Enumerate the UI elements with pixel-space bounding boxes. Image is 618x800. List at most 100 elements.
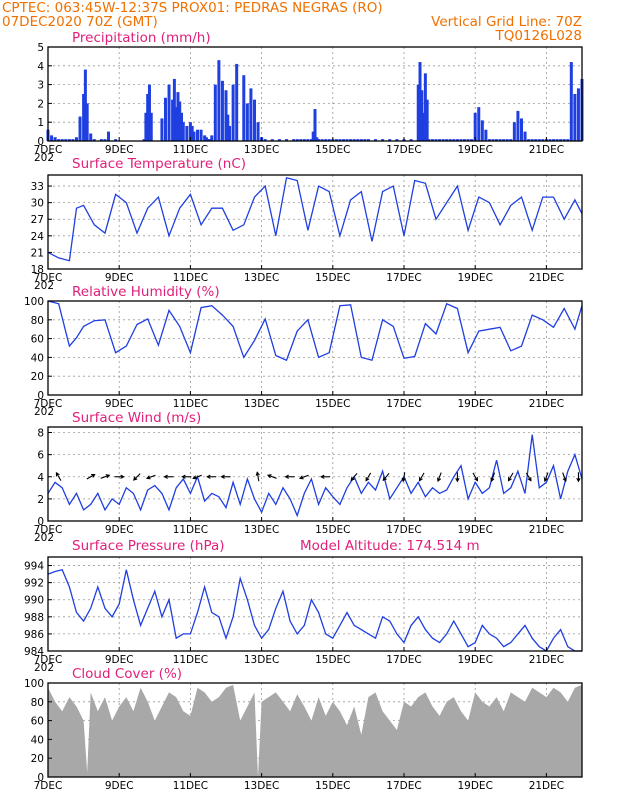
x-tick-label: 9DEC [105, 144, 134, 156]
y-tick-label: 21 [31, 247, 44, 259]
x-tick-label: 15DEC [315, 272, 350, 284]
precip-bar [306, 139, 310, 141]
precip-bar [427, 139, 431, 141]
precip-bar [149, 112, 153, 141]
precip-bar [573, 94, 577, 141]
precip-bar [349, 139, 353, 141]
precip-bar [534, 139, 538, 141]
precip-bar [163, 97, 167, 141]
x-tick-label: 15DEC [315, 654, 350, 666]
header-location: CPTEC: 063:45W-12:37S PROX01: PEDRAS NEG… [2, 0, 383, 16]
precip-bar [576, 88, 580, 141]
precip-bar [388, 139, 392, 141]
precip-bar [242, 75, 246, 141]
precip-bar [85, 103, 89, 141]
y-tick-label: 988 [24, 612, 44, 624]
x-year-stub: 202 [34, 152, 54, 164]
wind-arrow-shaft [402, 472, 406, 482]
precip-bar [409, 139, 413, 141]
wind-arrow [181, 474, 192, 479]
wind-arrow-shaft [267, 474, 277, 479]
wind-arrow-head [490, 477, 495, 483]
precip-bar [466, 139, 470, 141]
wind-arrow [163, 474, 174, 479]
precip-bar [512, 122, 516, 141]
precip-bar [208, 139, 212, 141]
y-tick-label: 80 [31, 697, 44, 709]
y-tick-label: 24 [31, 231, 45, 243]
x-tick-label: 11DEC [173, 144, 208, 156]
precip-bar [438, 139, 442, 141]
panel-title: Surface Temperature (nC) [72, 156, 246, 172]
y-tick-label: 994 [24, 561, 44, 573]
wind-arrow-head [350, 476, 355, 482]
precip-bar [64, 139, 68, 141]
panel-title: Cloud Cover (%) [72, 666, 182, 682]
x-tick-label: 17DEC [386, 524, 421, 536]
x-tick-label: 9DEC [105, 780, 134, 792]
precip-bar [317, 139, 321, 141]
wind-arrow-shaft [256, 472, 260, 482]
y-tick-label: 100 [24, 296, 44, 308]
x-year-stub: 202 [34, 280, 54, 292]
y-tick-label: 3 [37, 80, 44, 92]
y-tick-label: 5 [37, 42, 44, 54]
precip-bar [74, 137, 78, 141]
y-tick-label: 8 [37, 428, 44, 440]
precip-bar [231, 84, 235, 141]
temperature-line [47, 177, 583, 262]
precip-bar [420, 90, 424, 141]
precip-bar [498, 139, 502, 141]
precip-bar [519, 118, 523, 141]
y-tick-label: 0 [37, 516, 44, 528]
precip-bar [180, 112, 183, 141]
precip-bar [60, 139, 64, 141]
precip-bar [228, 125, 232, 141]
x-tick-label: 21DEC [529, 780, 564, 792]
x-tick-label: 9DEC [105, 524, 134, 536]
precip-bar [425, 99, 429, 141]
precip-bar [220, 80, 224, 141]
x-tick-label: 21DEC [529, 144, 564, 156]
precip-bar [57, 139, 61, 141]
wind-arrow-shaft [382, 472, 390, 481]
x-tick-label: 7DEC [34, 654, 63, 666]
wind-arrow-head [365, 477, 370, 482]
x-tick-label: 9DEC [105, 272, 134, 284]
wind-arrow [320, 474, 331, 479]
precip-bar [352, 139, 356, 141]
panels: Precipitation (mm/h) 0 1 2 3 4 5 7DEC 9DEC 11DEC 1… [24, 30, 584, 792]
precip-bar [144, 112, 148, 141]
precip-bar [71, 139, 75, 141]
x-tick-label: 17DEC [386, 272, 421, 284]
precip-bar [487, 139, 491, 141]
precip-bar [320, 139, 324, 141]
wind-arrow-head [206, 474, 211, 479]
wind-arrow-shaft [193, 474, 202, 479]
wind-arrow-shaft [525, 472, 532, 481]
x-tick-label: 13DEC [244, 144, 279, 156]
x-tick-label: 15DEC [315, 144, 350, 156]
wind-arrow [220, 474, 231, 479]
wind-arrow-head [192, 475, 197, 480]
wind-arrow [576, 472, 581, 483]
precip-bar [541, 139, 545, 141]
precip-bar [295, 139, 299, 141]
y-tick-label: 0 [37, 390, 44, 402]
precip-bar [89, 133, 93, 141]
y-tick-label: 40 [31, 352, 44, 364]
precip-bar [470, 139, 474, 141]
precip-bar [83, 69, 87, 141]
precip-bar [452, 139, 456, 141]
y-tick-label: 60 [31, 716, 44, 728]
precip-bar [374, 139, 378, 141]
precip-bar [192, 131, 196, 141]
wind-arrow-head [320, 474, 325, 479]
wind-arrow [284, 474, 295, 479]
wind-arrow-shaft [55, 472, 62, 481]
wind-arrow-shaft [133, 473, 141, 481]
x-year-stub: 202 [34, 406, 54, 418]
wind-arrow-head [91, 473, 96, 478]
wind-arrow-shaft [562, 472, 567, 482]
